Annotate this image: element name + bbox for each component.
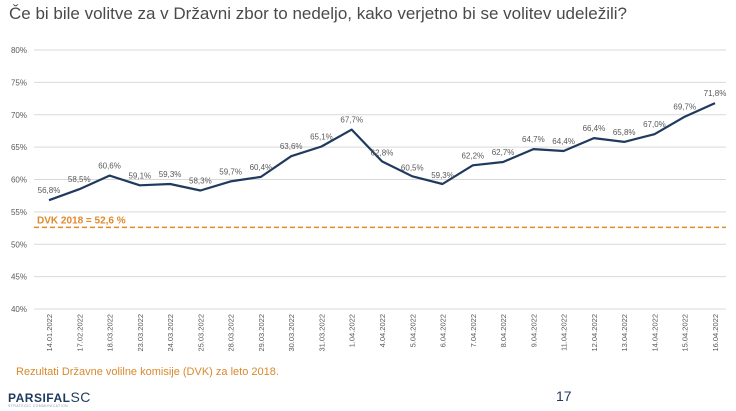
data-label: 66,4% [583, 124, 606, 133]
series-line [48, 102, 716, 202]
y-tick-label: 60% [11, 176, 27, 185]
x-tick-label: 25.03.2022 [196, 314, 205, 352]
x-tick-label: 12.04.2022 [590, 314, 599, 352]
data-label: 60,4% [250, 163, 273, 172]
data-label: 60,6% [98, 162, 121, 171]
data-label: 62,7% [492, 148, 515, 157]
x-tick-label: 7.04.2022 [469, 314, 478, 347]
x-tick-label: 24.03.2022 [166, 314, 175, 352]
chart-title: Če bi bile volitve za v Državni zbor to … [9, 4, 627, 23]
data-label: 65,1% [310, 132, 333, 141]
logo-main-text: PARSIFAL [8, 391, 71, 405]
logo-suffix-text: SC [70, 389, 91, 405]
x-tick-label: 4.04.2022 [378, 314, 387, 347]
y-tick-label: 65% [11, 143, 27, 152]
data-label: 58,5% [68, 175, 91, 184]
x-tick-label: 14.01.2022 [45, 314, 54, 352]
x-tick-label: 23.03.2022 [136, 314, 145, 352]
y-tick-label: 40% [11, 305, 27, 314]
data-label: 59,3% [431, 171, 454, 180]
data-label: 67,0% [643, 120, 666, 129]
y-tick-label: 80% [11, 46, 27, 55]
y-tick-label: 70% [11, 111, 27, 120]
footnote: Rezultati Državne volilne komisije (DVK)… [16, 366, 279, 378]
data-label: 59,7% [219, 167, 242, 176]
x-tick-label: 11.04.2022 [560, 314, 569, 351]
page-number: 17 [556, 388, 572, 404]
y-tick-label: 50% [11, 240, 27, 249]
logo-tagline: STRATEGIC COMMUNICATION [8, 404, 69, 408]
x-tick-label: 15.04.2022 [681, 314, 690, 352]
data-label: 62,2% [461, 151, 484, 160]
x-tick-label: 29.03.2022 [257, 314, 266, 352]
x-tick-label: 17.02.2022 [75, 314, 84, 352]
x-tick-label: 1.04.2022 [348, 314, 357, 347]
company-logo: PARSIFALSC STRATEGIC COMMUNICATION [8, 389, 91, 409]
data-label: 59,1% [128, 171, 151, 180]
data-label: 64,7% [522, 135, 545, 144]
data-label: 60,5% [401, 163, 424, 172]
data-label: 59,3% [159, 170, 182, 179]
y-tick-label: 75% [11, 78, 27, 87]
data-label: 71,8% [704, 89, 727, 98]
x-tick-label: 6.04.2022 [439, 314, 448, 347]
data-label: 69,7% [673, 103, 696, 112]
x-tick-label: 5.04.2022 [408, 314, 417, 347]
x-tick-label: 16.04.2022 [711, 314, 720, 352]
x-tick-label: 14.04.2022 [650, 314, 659, 352]
y-tick-label: 45% [11, 273, 27, 282]
y-tick-label: 55% [11, 208, 27, 217]
x-tick-label: 8.04.2022 [499, 314, 508, 347]
x-tick-label: 28.03.2022 [227, 314, 236, 352]
x-tick-label: 13.04.2022 [620, 314, 629, 352]
data-label: 65,8% [613, 128, 636, 137]
data-label: 56,8% [38, 186, 61, 195]
data-label: 64,4% [552, 137, 575, 146]
data-label: 58,3% [189, 177, 212, 186]
data-label: 67,7% [340, 116, 363, 125]
x-tick-label: 31.03.2022 [317, 314, 326, 352]
reference-label: DVK 2018 = 52,6 % [37, 215, 126, 226]
x-tick-label: 18.03.2022 [106, 314, 115, 352]
x-tick-label: 30.03.2022 [287, 314, 296, 352]
data-label: 62,8% [371, 148, 394, 157]
data-label: 63,6% [280, 142, 303, 151]
x-tick-label: 9.04.2022 [529, 314, 538, 347]
